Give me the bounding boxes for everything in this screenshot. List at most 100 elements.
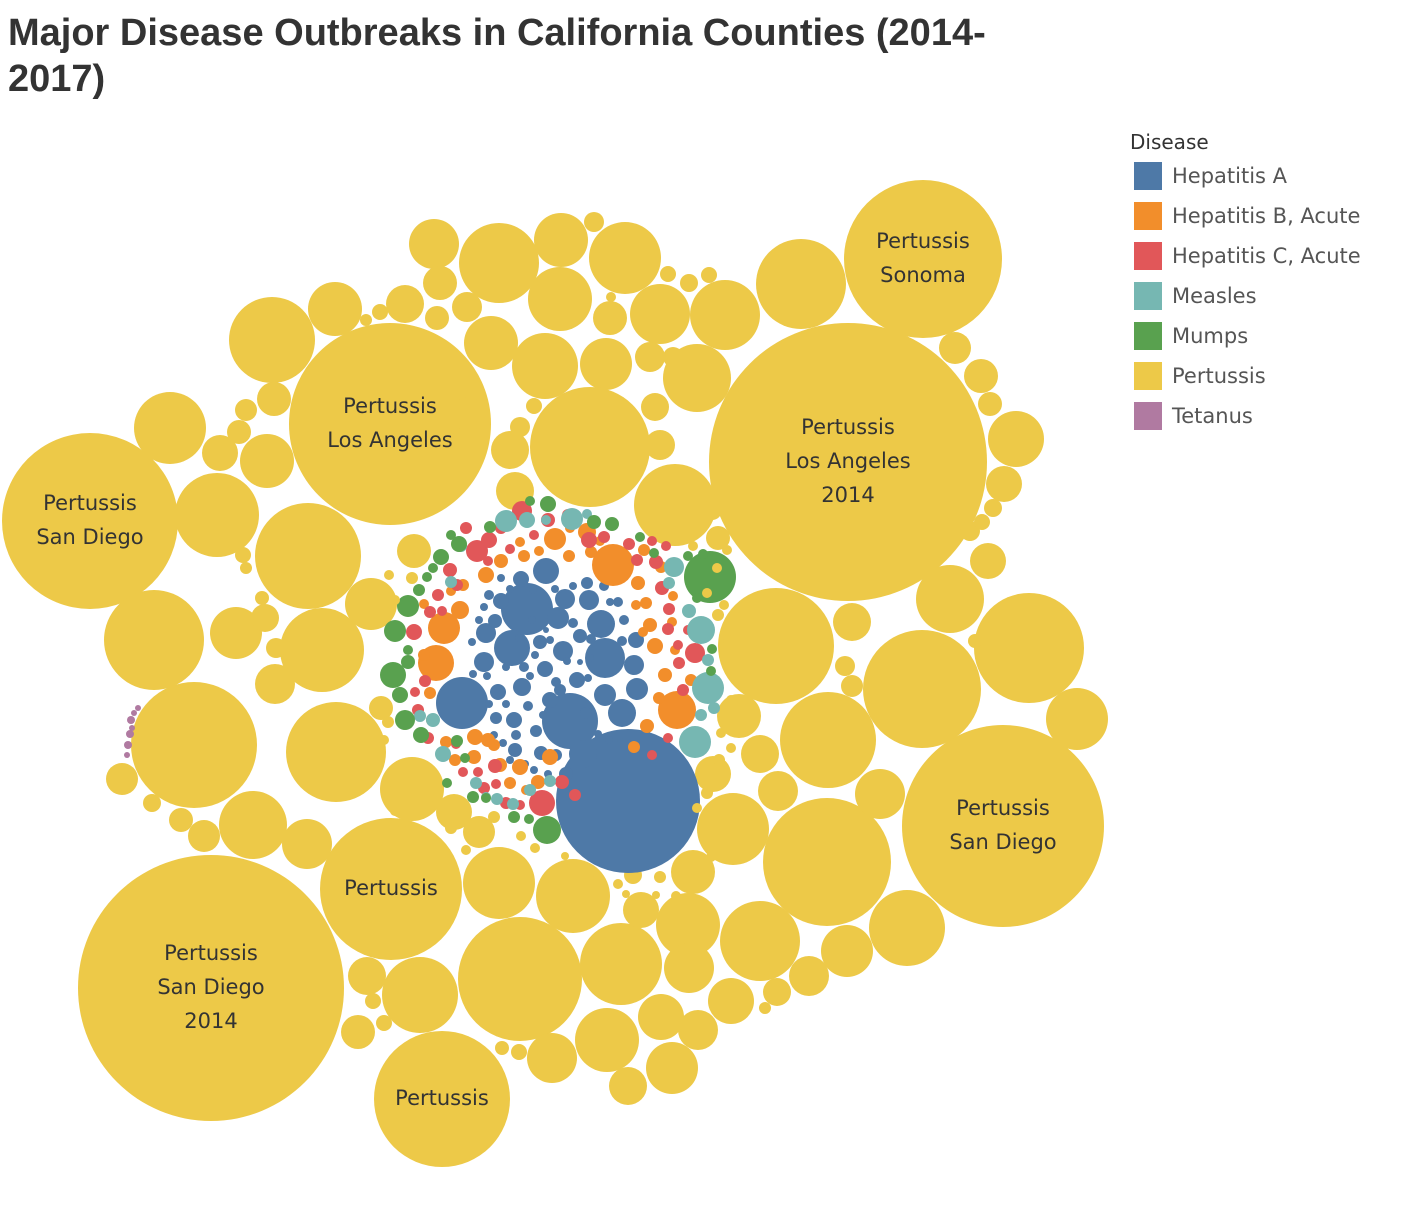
bubble-pertussis[interactable] [986,466,1022,502]
bubble-pertussis[interactable] [695,756,731,792]
bubble-pertussis[interactable] [382,716,394,728]
bubble-pertussis[interactable] [528,267,592,331]
bubble-pertussis[interactable] [664,943,714,993]
bubble-pertussis[interactable] [702,500,722,520]
bubble-hepatitis-c-acute[interactable] [406,624,422,640]
bubble-mumps[interactable] [484,521,496,533]
bubble-pertussis-labeled[interactable] [902,725,1104,927]
bubble-hepatitis-c-acute[interactable] [424,606,436,618]
bubble-pertussis[interactable] [678,1010,718,1050]
bubble-pertussis[interactable] [380,757,444,821]
bubble-measles[interactable] [692,672,724,704]
bubble-mumps[interactable] [446,530,456,540]
bubble-hepatitis-c-acute[interactable] [663,603,675,615]
bubble-pertussis[interactable] [589,222,661,294]
bubble-pertussis[interactable] [240,434,294,488]
bubble-mumps[interactable] [433,549,449,565]
bubble-pertussis-labeled[interactable] [374,1031,510,1167]
bubble-tetanus[interactable] [129,725,135,731]
bubble-hepatitis-a[interactable] [531,651,539,659]
bubble-pertussis[interactable] [227,420,251,444]
bubble-hepatitis-c-acute[interactable] [581,532,597,548]
bubble-pertussis[interactable] [598,889,606,897]
bubble-pertussis[interactable] [978,392,1002,416]
bubble-hepatitis-a[interactable] [483,672,491,680]
bubble-hepatitis-a[interactable] [577,659,583,665]
bubble-hepatitis-c-acute[interactable] [569,789,581,801]
bubble-pertussis[interactable] [722,545,732,555]
bubble-hepatitis-a[interactable] [533,635,547,649]
bubble-measles[interactable] [414,710,426,722]
bubble-hepatitis-a[interactable] [605,736,613,744]
bubble-mumps[interactable] [524,814,534,824]
bubble-hepatitis-c-acute[interactable] [555,775,569,789]
bubble-pertussis[interactable] [974,514,990,530]
bubble-pertussis[interactable] [701,787,713,799]
bubble-hepatitis-c-acute[interactable] [661,541,671,551]
bubble-pertussis[interactable] [134,392,206,464]
bubble-pertussis[interactable] [575,1008,639,1072]
bubble-hepatitis-c-acute[interactable] [473,767,483,777]
bubble-pertussis[interactable] [251,604,279,632]
bubble-hepatitis-b-acute[interactable] [424,687,436,699]
bubble-pertussis[interactable] [188,820,220,852]
bubble-mumps[interactable] [422,572,432,582]
bubble-hepatitis-a[interactable] [580,707,592,719]
bubble-pertussis[interactable] [717,694,761,738]
bubble-tetanus[interactable] [127,716,135,724]
bubble-pertussis[interactable] [716,728,726,738]
bubble-pertussis[interactable] [369,696,393,720]
bubble-hepatitis-a[interactable] [480,603,488,611]
bubble-hepatitis-c-acute[interactable] [458,767,468,777]
bubble-hepatitis-b-acute[interactable] [512,759,528,775]
bubble-pertussis[interactable] [384,570,394,580]
bubble-hepatitis-a[interactable] [617,636,627,646]
bubble-pertussis-labeled[interactable] [78,855,344,1121]
bubble-pertussis[interactable] [561,852,569,860]
bubble-pertussis[interactable] [622,890,630,898]
bubble-pertussis[interactable] [255,591,269,605]
bubble-pertussis[interactable] [732,675,742,685]
bubble-hepatitis-a[interactable] [526,672,534,680]
bubble-hepatitis-c-acute[interactable] [483,556,493,566]
bubble-mumps[interactable] [460,753,470,763]
bubble-pertussis[interactable] [210,607,262,659]
bubble-pertussis[interactable] [780,692,876,788]
bubble-measles[interactable] [507,798,519,810]
bubble-pertussis[interactable] [255,503,361,609]
bubble-pertussis[interactable] [701,267,717,283]
bubble-pertussis-labeled[interactable] [844,180,1002,338]
bubble-pertussis[interactable] [645,430,675,460]
bubble-hepatitis-b-acute[interactable] [494,554,508,568]
bubble-pertussis[interactable] [580,923,662,1005]
bubble-hepatitis-a[interactable] [569,672,585,688]
bubble-pertussis[interactable] [671,891,681,901]
bubble-pertussis[interactable] [712,563,722,573]
bubble-pertussis[interactable] [720,901,800,981]
bubble-hepatitis-a[interactable] [513,571,529,587]
bubble-pertussis[interactable] [580,338,632,390]
bubble-pertussis[interactable] [280,608,364,692]
bubble-pertussis[interactable] [496,472,534,510]
bubble-hepatitis-a[interactable] [619,615,629,625]
bubble-pertussis[interactable] [718,588,834,704]
bubble-measles[interactable] [519,512,535,528]
bubble-pertussis[interactable] [169,808,193,832]
bubble-pertussis[interactable] [723,635,733,645]
bubble-pertussis[interactable] [789,956,829,996]
bubble-pertussis[interactable] [406,572,418,584]
bubble-pertussis[interactable] [461,845,471,855]
bubble-pertussis[interactable] [451,397,485,431]
bubble-hepatitis-a[interactable] [617,737,623,743]
bubble-hepatitis-b-acute[interactable] [488,739,500,751]
bubble-hepatitis-b-acute[interactable] [628,741,640,753]
bubble-pertussis[interactable] [671,850,715,894]
bubble-pertussis[interactable] [372,304,388,320]
bubble-pertussis-labeled[interactable] [320,818,462,960]
bubble-hepatitis-b-acute[interactable] [640,597,652,609]
bubble-hepatitis-c-acute[interactable] [631,554,643,566]
bubble-pertussis[interactable] [348,957,386,995]
bubble-pertussis[interactable] [609,1067,647,1105]
bubble-hepatitis-b-acute[interactable] [419,599,429,609]
bubble-pertussis[interactable] [869,890,945,966]
